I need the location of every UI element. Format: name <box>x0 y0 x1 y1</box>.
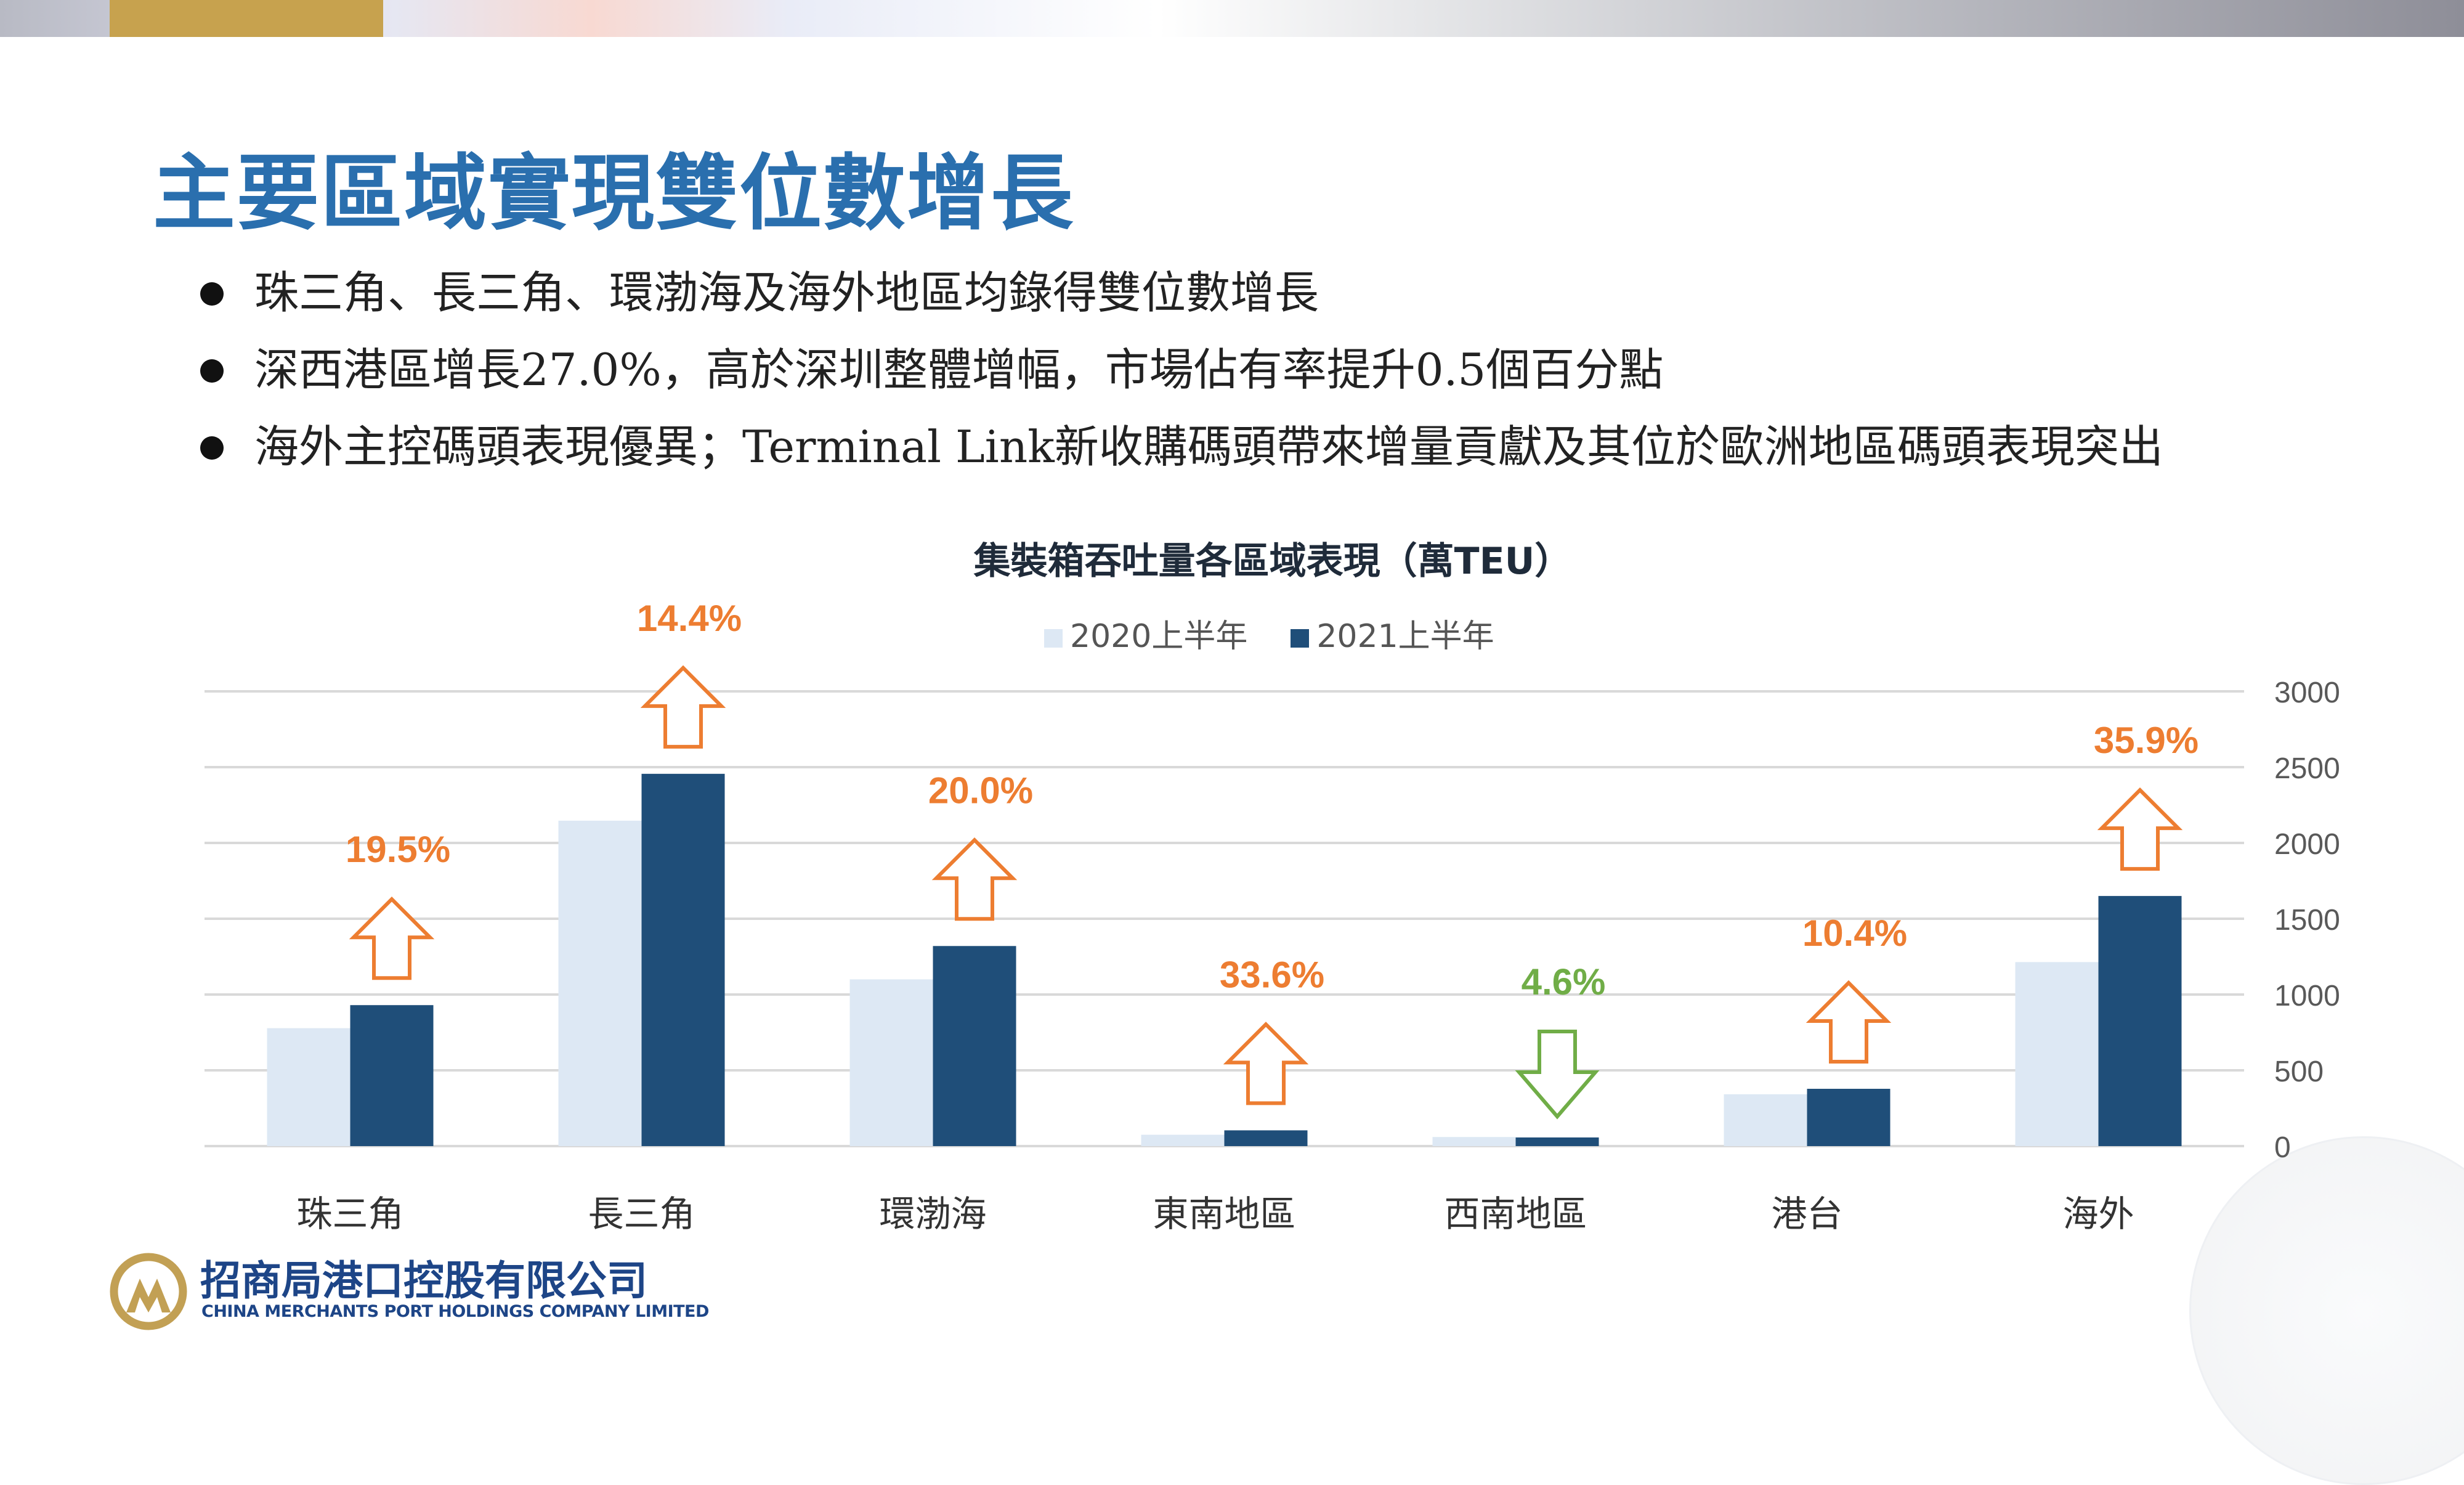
bar-2021 <box>933 946 1016 1146</box>
x-tick-label: 環渤海 <box>879 1193 986 1235</box>
arrow-up-icon <box>1223 1022 1309 1105</box>
bar-2020 <box>1724 1094 1807 1146</box>
bar-chart: 0 500 1000 1500 2000 2500 3000 珠三角 19.5% 長三角 14.4%… <box>205 598 2340 1235</box>
y-tick-label: 3000 <box>2274 677 2340 709</box>
growth-label: 14.4% <box>637 598 742 639</box>
bar-2021 <box>2098 896 2182 1146</box>
company-logo: 招商局港口控股有限公司 CHINA MERCHANTS PORT HOLDING… <box>108 1248 709 1340</box>
bar-2020 <box>849 979 933 1146</box>
growth-label: 10.4% <box>1802 913 1907 954</box>
logo-name-en: CHINA MERCHANTS PORT HOLDINGS COMPANY LI… <box>201 1302 709 1321</box>
header-banner <box>0 0 2464 37</box>
y-tick-label: 1500 <box>2274 904 2340 937</box>
bar-2020 <box>1432 1137 1516 1146</box>
legend-item-2021: 2021上半年 <box>1291 610 1494 656</box>
bullet-item: 珠三角、長三角、環渤海及海外地區均錄得雙位數增長 <box>197 262 2163 339</box>
x-tick-label: 港台 <box>1771 1193 1842 1235</box>
x-tick-label: 海外 <box>2062 1193 2134 1235</box>
x-tick-label: 西南地區 <box>1444 1193 1587 1235</box>
bullet-dot-icon <box>200 436 224 460</box>
legend-label: 2021上半年 <box>1316 618 1494 655</box>
y-tick-label: 0 <box>2274 1131 2291 1164</box>
bar-2021 <box>641 773 725 1146</box>
bar-2020 <box>2015 962 2099 1146</box>
bullet-text: 海外主控碼頭表現優異；Terminal Link新收購碼頭帶來增量貢獻及其位於歐… <box>254 421 2163 473</box>
growth-label: 35.9% <box>2094 720 2199 761</box>
y-tick-label: 1000 <box>2274 980 2340 1012</box>
bullet-text: 珠三角、長三角、環渤海及海外地區均錄得雙位數增長 <box>254 267 1319 319</box>
bar-2021 <box>1515 1137 1599 1146</box>
bullet-list: 珠三角、長三角、環渤海及海外地區均錄得雙位數增長 深西港區增長27.0%，高於深… <box>197 262 2163 493</box>
slide-title: 主要區域實現雙位數增長 <box>153 144 1075 242</box>
y-tick-label: 2000 <box>2274 828 2340 861</box>
bullet-item: 深西港區增長27.0%，高於深圳整體增幅，市場佔有率提升0.5個百分點 <box>197 339 2163 416</box>
y-tick-label: 2500 <box>2274 752 2340 785</box>
header-gold-block <box>110 0 383 37</box>
bullet-dot-icon <box>200 359 224 383</box>
y-tick-label: 500 <box>2274 1056 2324 1088</box>
logo-mark-icon <box>110 1253 187 1330</box>
growth-label: 19.5% <box>346 829 450 870</box>
arrow-up-icon <box>640 665 726 749</box>
x-tick-label: 東南地區 <box>1153 1193 1295 1235</box>
arrow-up-icon <box>349 896 435 980</box>
bar-2020 <box>267 1028 351 1146</box>
arrow-down-icon <box>1515 1029 1600 1120</box>
growth-label: 4.6% <box>1522 961 1606 1003</box>
bar-2021 <box>350 1005 434 1146</box>
growth-label: 33.6% <box>1220 954 1324 995</box>
arrow-up-icon <box>2097 787 2183 871</box>
legend-swatch <box>1291 629 1310 648</box>
chart-title: 集裝箱吞吐量各區域表現（萬TEU） <box>973 540 1572 583</box>
bar-2021 <box>1807 1089 1891 1146</box>
arrow-up-icon <box>1805 980 1892 1064</box>
bar-2020 <box>558 820 642 1146</box>
bullet-text: 深西港區增長27.0%，高於深圳整體增幅，市場佔有率提升0.5個百分點 <box>254 344 1664 396</box>
legend-swatch <box>1044 629 1063 648</box>
bullet-dot-icon <box>200 282 224 306</box>
bar-2021 <box>1224 1130 1308 1146</box>
arrow-up-icon <box>931 837 1018 921</box>
chart-legend: 2020上半年 2021上半年 <box>1044 610 1494 656</box>
x-tick-label: 珠三角 <box>296 1193 403 1235</box>
legend-item-2020: 2020上半年 <box>1044 610 1247 656</box>
bullet-item: 海外主控碼頭表現優異；Terminal Link新收購碼頭帶來增量貢獻及其位於歐… <box>197 416 2163 493</box>
x-tick-label: 長三角 <box>588 1193 695 1235</box>
legend-label: 2020上半年 <box>1070 618 1248 655</box>
bar-2020 <box>1141 1134 1225 1146</box>
logo-name-cn: 招商局港口控股有限公司 <box>200 1257 647 1304</box>
growth-label: 20.0% <box>928 770 1033 811</box>
